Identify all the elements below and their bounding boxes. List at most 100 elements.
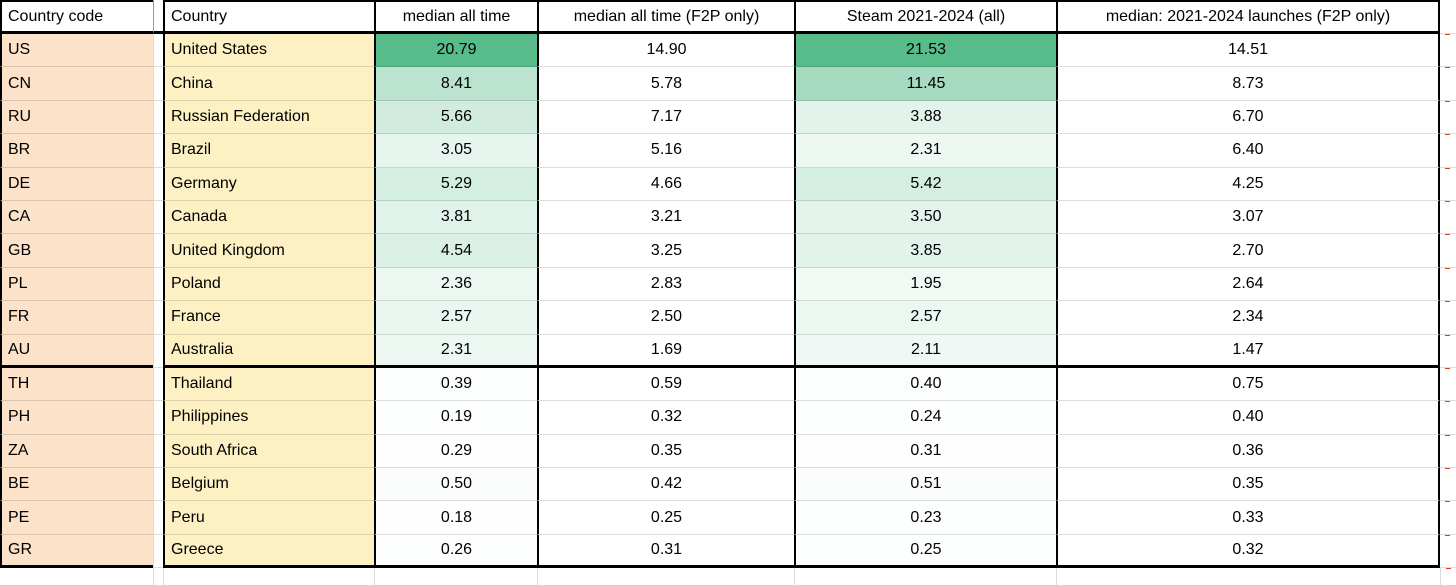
header-median-all-time[interactable]: median all time [374,0,537,34]
cell-median-all-time-f2p[interactable]: 4.66 [537,167,794,201]
cell-steam-2021-2024-all[interactable]: 3.85 [794,234,1056,268]
cell-country[interactable]: South Africa [163,434,374,469]
cell-country-code[interactable]: BR [0,134,153,168]
cell-median-all-time[interactable]: 0.26 [374,534,537,569]
cell-country[interactable]: Peru [163,501,374,535]
bottom-strip-cell[interactable] [537,568,794,585]
cutoff-cell[interactable] [1440,100,1456,135]
cell-country-code[interactable]: CN [0,67,153,101]
cell-country-code[interactable]: FR [0,301,153,335]
cell-median-2021-2024-launches-f2p[interactable]: 0.75 [1056,367,1440,402]
cell-steam-2021-2024-all[interactable]: 2.31 [794,134,1056,168]
cell-country[interactable]: United Kingdom [163,234,374,268]
cell-country-code[interactable]: PE [0,501,153,535]
cutoff-cell[interactable] [1440,434,1456,469]
cell-median-all-time[interactable]: 3.05 [374,134,537,168]
cutoff-cell[interactable] [1440,334,1456,368]
cell-steam-2021-2024-all[interactable]: 0.40 [794,367,1056,402]
cutoff-cell[interactable] [1440,468,1456,502]
cell-median-all-time[interactable]: 20.79 [374,34,537,68]
cell-country-code[interactable]: ZA [0,434,153,469]
header-median-2021-2024-launches-f2p[interactable]: median: 2021-2024 launches (F2P only) [1056,0,1440,34]
cell-steam-2021-2024-all[interactable]: 1.95 [794,267,1056,302]
cell-median-all-time[interactable]: 0.19 [374,401,537,435]
cell-steam-2021-2024-all[interactable]: 3.50 [794,200,1056,235]
cell-median-2021-2024-launches-f2p[interactable]: 3.07 [1056,200,1440,235]
cell-country-code[interactable]: CA [0,200,153,235]
cell-median-all-time-f2p[interactable]: 0.25 [537,501,794,535]
cell-country[interactable]: Brazil [163,134,374,168]
header-country-code[interactable]: Country code [0,0,153,34]
cell-country[interactable]: Philippines [163,401,374,435]
spacer-cell[interactable] [153,67,163,101]
cell-median-all-time[interactable]: 4.54 [374,234,537,268]
header-spacer-cell[interactable] [153,0,163,34]
cell-median-all-time-f2p[interactable]: 14.90 [537,34,794,68]
cutoff-cell[interactable] [1440,67,1456,101]
cell-steam-2021-2024-all[interactable]: 0.23 [794,501,1056,535]
spacer-cell[interactable] [153,267,163,302]
cell-country-code[interactable]: GB [0,234,153,268]
cell-median-all-time-f2p[interactable]: 0.35 [537,434,794,469]
cell-median-all-time[interactable]: 0.18 [374,501,537,535]
cell-country[interactable]: Russian Federation [163,100,374,135]
cell-median-2021-2024-launches-f2p[interactable]: 8.73 [1056,67,1440,101]
cell-country-code[interactable]: TH [0,367,153,402]
cell-median-all-time[interactable]: 0.29 [374,434,537,469]
bottom-strip-cell[interactable] [794,568,1056,585]
cell-median-2021-2024-launches-f2p[interactable]: 2.64 [1056,267,1440,302]
cutoff-cell[interactable] [1440,501,1456,535]
cell-median-2021-2024-launches-f2p[interactable]: 0.32 [1056,534,1440,569]
cell-median-all-time-f2p[interactable]: 5.16 [537,134,794,168]
cell-median-all-time[interactable]: 3.81 [374,200,537,235]
cell-country-code[interactable]: BE [0,468,153,502]
cell-country[interactable]: United States [163,34,374,68]
spacer-cell[interactable] [153,468,163,502]
spacer-cell[interactable] [153,234,163,268]
cell-median-all-time[interactable]: 0.50 [374,468,537,502]
cell-country[interactable]: China [163,67,374,101]
cell-median-all-time[interactable]: 5.66 [374,100,537,135]
cutoff-cell[interactable] [1440,301,1456,335]
cell-median-2021-2024-launches-f2p[interactable]: 1.47 [1056,334,1440,368]
bottom-strip-cell[interactable] [1440,568,1456,585]
cell-median-2021-2024-launches-f2p[interactable]: 4.25 [1056,167,1440,201]
cell-median-2021-2024-launches-f2p[interactable]: 0.35 [1056,468,1440,502]
cell-median-all-time[interactable]: 5.29 [374,167,537,201]
cell-country[interactable]: Greece [163,534,374,569]
spacer-cell[interactable] [153,200,163,235]
cell-median-2021-2024-launches-f2p[interactable]: 0.36 [1056,434,1440,469]
cutoff-cell[interactable] [1440,367,1456,402]
cell-median-2021-2024-launches-f2p[interactable]: 2.34 [1056,301,1440,335]
cell-median-all-time[interactable]: 8.41 [374,67,537,101]
cell-median-all-time-f2p[interactable]: 0.31 [537,534,794,569]
cell-country[interactable]: Australia [163,334,374,368]
spacer-cell[interactable] [153,534,163,569]
cell-median-all-time-f2p[interactable]: 7.17 [537,100,794,135]
cell-steam-2021-2024-all[interactable]: 3.88 [794,100,1056,135]
cell-median-2021-2024-launches-f2p[interactable]: 0.40 [1056,401,1440,435]
cell-median-all-time[interactable]: 2.36 [374,267,537,302]
cutoff-cell[interactable] [1440,534,1456,569]
cell-median-all-time-f2p[interactable]: 3.21 [537,200,794,235]
cutoff-cell[interactable] [1440,234,1456,268]
cell-median-2021-2024-launches-f2p[interactable]: 6.40 [1056,134,1440,168]
cutoff-cell[interactable] [1440,200,1456,235]
cell-country-code[interactable]: GR [0,534,153,569]
header-steam-2021-2024-all[interactable]: Steam 2021-2024 (all) [794,0,1056,34]
cell-country[interactable]: Thailand [163,367,374,402]
cell-steam-2021-2024-all[interactable]: 5.42 [794,167,1056,201]
cutoff-cell[interactable] [1440,267,1456,302]
cell-country-code[interactable]: PH [0,401,153,435]
cell-country[interactable]: Poland [163,267,374,302]
header-country[interactable]: Country [163,0,374,34]
cell-median-all-time-f2p[interactable]: 0.32 [537,401,794,435]
cutoff-cell[interactable] [1440,134,1456,168]
spacer-cell[interactable] [153,167,163,201]
cell-median-all-time[interactable]: 0.39 [374,367,537,402]
cell-country-code[interactable]: DE [0,167,153,201]
spacer-cell[interactable] [153,301,163,335]
cutoff-cell[interactable] [1440,401,1456,435]
cell-country[interactable]: France [163,301,374,335]
cell-median-all-time-f2p[interactable]: 0.59 [537,367,794,402]
